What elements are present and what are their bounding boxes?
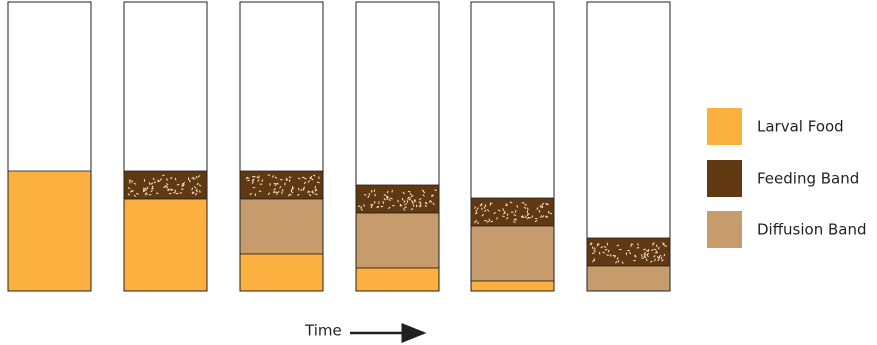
legend-swatch bbox=[707, 160, 742, 197]
layer bbox=[587, 266, 670, 291]
speckle bbox=[651, 250, 653, 251]
speckle bbox=[151, 188, 153, 189]
speckle bbox=[167, 178, 168, 180]
speckle bbox=[383, 201, 384, 203]
speckle bbox=[289, 179, 290, 181]
speckle bbox=[170, 178, 172, 179]
speckle bbox=[298, 188, 299, 190]
speckle bbox=[162, 175, 164, 176]
layer bbox=[240, 199, 323, 254]
layer bbox=[471, 226, 554, 281]
speckle bbox=[144, 179, 145, 181]
speckle bbox=[515, 210, 516, 212]
tubes bbox=[8, 2, 670, 291]
time-label: Time bbox=[304, 322, 342, 340]
layer bbox=[124, 171, 207, 199]
legend-label: Larval Food bbox=[757, 118, 844, 136]
speckle bbox=[374, 201, 375, 203]
speckle bbox=[384, 195, 386, 196]
speckle bbox=[398, 200, 399, 202]
speckle bbox=[317, 182, 319, 183]
layer bbox=[471, 281, 554, 291]
speckle bbox=[475, 213, 477, 214]
legend-swatch bbox=[707, 211, 742, 248]
speckle bbox=[517, 205, 518, 207]
speckle bbox=[200, 190, 201, 192]
speckle bbox=[392, 190, 393, 192]
speckle bbox=[606, 255, 608, 256]
speckle bbox=[594, 258, 595, 260]
speckle bbox=[514, 219, 516, 220]
speckle bbox=[613, 255, 615, 256]
speckle bbox=[304, 178, 306, 179]
speckle bbox=[597, 244, 598, 246]
speckle bbox=[315, 186, 316, 188]
speckle bbox=[642, 254, 643, 256]
layer bbox=[356, 185, 439, 213]
speckle bbox=[253, 176, 255, 177]
speckle bbox=[169, 193, 171, 194]
speckle bbox=[490, 221, 492, 222]
layer bbox=[124, 199, 207, 291]
speckle bbox=[476, 210, 477, 212]
layer bbox=[8, 171, 91, 291]
speckle bbox=[319, 177, 320, 179]
speckle bbox=[419, 206, 421, 207]
speckle bbox=[129, 180, 131, 181]
layer bbox=[240, 254, 323, 291]
layer bbox=[356, 213, 439, 268]
speckle bbox=[302, 177, 304, 178]
layer bbox=[587, 238, 670, 266]
layer bbox=[240, 171, 323, 199]
legend-swatch bbox=[707, 108, 742, 145]
speckle bbox=[485, 204, 486, 206]
speckle bbox=[173, 192, 175, 193]
legend-label: Feeding Band bbox=[757, 170, 859, 188]
speckle bbox=[374, 189, 375, 191]
speckle bbox=[631, 245, 632, 247]
speckle bbox=[146, 188, 147, 190]
speckle bbox=[502, 216, 504, 217]
legend-label: Diffusion Band bbox=[757, 221, 867, 239]
layer bbox=[356, 268, 439, 291]
speckle bbox=[149, 182, 150, 184]
legend: Larval Food Feeding Band Diffusion Band bbox=[707, 108, 867, 248]
speckle bbox=[177, 184, 179, 185]
speckle bbox=[482, 208, 483, 210]
speckle bbox=[420, 203, 421, 205]
speckle bbox=[526, 216, 527, 218]
diagram: Larval Food Feeding Band Diffusion Band Ti… bbox=[0, 0, 877, 345]
speckle bbox=[282, 191, 283, 193]
speckle bbox=[158, 180, 159, 182]
